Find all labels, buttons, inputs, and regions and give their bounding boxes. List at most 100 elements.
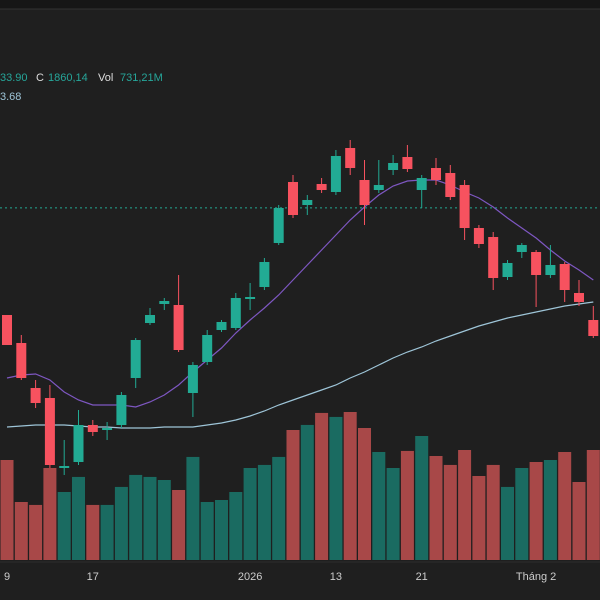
volume-bar (14, 502, 28, 560)
volume-bar (100, 504, 114, 560)
candle-body (330, 156, 341, 192)
volume-bar (543, 460, 557, 560)
volume-bar (329, 416, 343, 560)
candle-body (59, 466, 70, 468)
candle-body (44, 398, 55, 465)
candle-body (230, 298, 241, 328)
candle-body (431, 168, 441, 180)
volume-bar (243, 468, 257, 560)
volume-bar (57, 492, 71, 560)
volume-bar (358, 428, 371, 560)
candle-body (216, 322, 227, 330)
candle-body (245, 297, 256, 299)
volume-bar (72, 476, 85, 560)
candle-body (102, 428, 113, 430)
volume-bar (300, 424, 314, 560)
candle-body (159, 301, 170, 304)
x-tick-label: 17 (87, 571, 99, 583)
candle-body (459, 185, 470, 228)
candle-body (373, 185, 384, 190)
candle-body (545, 265, 556, 275)
volume-bar (286, 430, 300, 560)
x-tick-label: 2026 (238, 571, 262, 583)
volume-bar (257, 464, 271, 560)
candle-body (345, 148, 356, 168)
volume-bar (486, 464, 500, 560)
volume-bar (0, 460, 14, 560)
volume-bar (415, 436, 429, 560)
header-value: 1860,14 (48, 72, 88, 84)
x-tick-label: 13 (330, 571, 342, 583)
volume-bar (443, 464, 457, 560)
ma-value: 3.68 (0, 91, 21, 103)
candle-body (402, 157, 413, 169)
header-value: 731,21M (120, 72, 163, 84)
volume-bar (200, 502, 214, 560)
ma-line (6, 179, 594, 408)
volume-bar (272, 456, 286, 560)
candle-body (288, 182, 298, 215)
volume-bar (129, 474, 143, 560)
candle-body (316, 184, 327, 190)
volume-bar (315, 412, 329, 560)
candle-body (173, 305, 184, 350)
candle-body (502, 263, 513, 277)
candle-body (473, 228, 484, 244)
volume-bar (429, 456, 443, 560)
candle-body (2, 315, 12, 345)
candle-body (445, 173, 456, 197)
candle-body (73, 425, 84, 462)
candle-body (16, 343, 27, 378)
volume-bar (572, 482, 586, 560)
volume-bar (229, 492, 243, 560)
candle-body (87, 425, 98, 432)
x-tick-label: 21 (416, 571, 428, 583)
candle-body (187, 365, 198, 393)
candle-body (259, 262, 270, 287)
volume-bar (157, 480, 171, 560)
header-label: Vol (98, 72, 113, 84)
candle-body (130, 340, 141, 378)
volume-bar (172, 490, 186, 560)
volume-bar (43, 468, 57, 560)
volume-bar (372, 452, 386, 560)
volume-bar (501, 486, 514, 560)
candle-body (588, 320, 599, 336)
volume-bar (400, 450, 414, 560)
volume-bar (343, 412, 357, 560)
volume-bar (515, 468, 529, 560)
candle-body (531, 252, 542, 275)
x-tick-label: 9 (4, 571, 10, 583)
volume-bar (558, 452, 572, 560)
volume-bar (586, 450, 600, 560)
candle-body (559, 264, 570, 290)
header-label: C (36, 72, 44, 84)
volume-bar (143, 476, 157, 560)
header-value: 33.90 (0, 72, 28, 84)
candle-body (30, 388, 41, 403)
candle-body (273, 208, 284, 243)
candle-body (359, 180, 370, 205)
candle-body (416, 178, 427, 190)
candle-body (516, 245, 527, 252)
x-tick-label: Tháng 2 (516, 571, 556, 583)
candle-body (302, 200, 313, 205)
candle-body (116, 395, 127, 425)
candle-body (388, 163, 399, 170)
candle-body (488, 237, 499, 278)
toolbar (0, 0, 600, 9)
candle-body (202, 335, 213, 362)
volume-bar (386, 468, 400, 560)
volume-bar (29, 504, 43, 560)
volume-bar (86, 504, 100, 560)
volume-bar (114, 486, 128, 560)
volume-bar (529, 462, 543, 560)
candle-body (574, 293, 584, 302)
volume-bar (472, 476, 486, 560)
ma-line (6, 301, 594, 429)
volume-bar (186, 456, 200, 560)
volume-bar (215, 500, 228, 560)
